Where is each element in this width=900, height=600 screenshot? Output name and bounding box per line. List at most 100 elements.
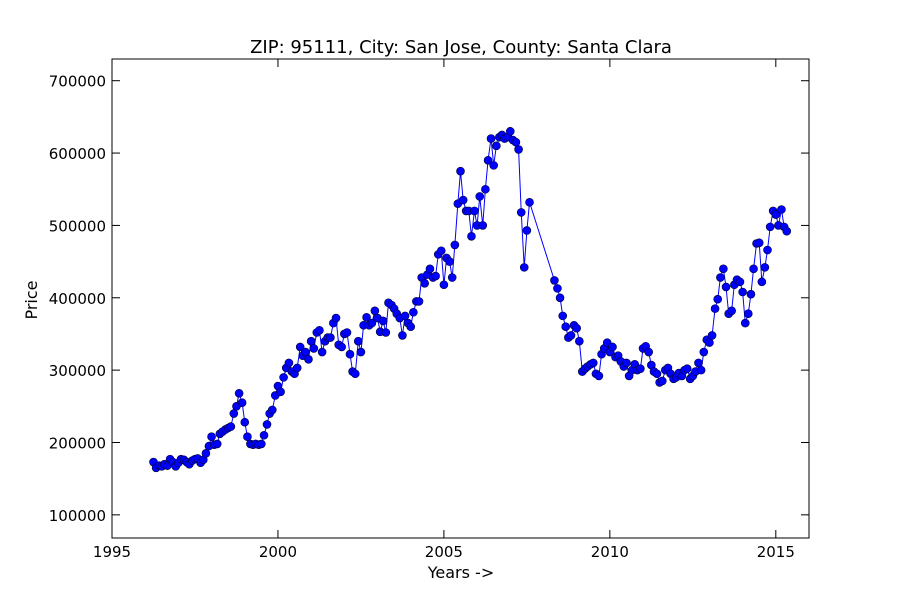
- data-point: [746, 289, 756, 299]
- data-point: [555, 293, 565, 303]
- data-point: [514, 145, 523, 154]
- data-point: [636, 364, 645, 373]
- data-point: [757, 277, 767, 287]
- data-point: [337, 342, 346, 352]
- data-point: [522, 226, 532, 235]
- data-point: [439, 280, 449, 290]
- data-point: [749, 264, 758, 274]
- data-point: [622, 358, 631, 368]
- data-point: [279, 373, 288, 382]
- data-point: [309, 344, 319, 353]
- data-point: [447, 273, 457, 282]
- data-point: [705, 338, 714, 347]
- data-point: [721, 282, 731, 292]
- data-point: [710, 304, 720, 313]
- plot-frame: [111, 58, 810, 539]
- data-point: [342, 328, 352, 337]
- data-point: [362, 313, 371, 322]
- y-axis-label: Price: [22, 280, 41, 319]
- data-point: [381, 328, 391, 337]
- data-point: [306, 336, 316, 346]
- data-point: [735, 277, 745, 287]
- data-point: [738, 287, 747, 297]
- data-point: [594, 371, 604, 381]
- data-point: [765, 222, 775, 232]
- x-tick-label: 2010: [591, 543, 629, 561]
- data-point: [425, 264, 435, 274]
- data-point: [694, 358, 703, 368]
- data-point: [201, 449, 211, 458]
- data-point: [657, 376, 667, 386]
- data-point: [696, 365, 706, 375]
- data-point: [652, 369, 662, 379]
- y-tick-label: 100000: [49, 507, 106, 525]
- data-point: [409, 307, 418, 317]
- data-point: [644, 347, 653, 357]
- data-point: [420, 279, 429, 288]
- data-point: [558, 311, 568, 321]
- data-point: [304, 354, 313, 364]
- data-point: [727, 306, 736, 316]
- data-point: [331, 313, 341, 323]
- data-point: [492, 141, 501, 151]
- data-point: [436, 246, 446, 256]
- data-point: [553, 284, 562, 293]
- data-point: [276, 387, 285, 397]
- data-point: [353, 336, 363, 346]
- data-point: [240, 417, 250, 427]
- data-point: [478, 221, 488, 230]
- y-tick-label: 300000: [49, 362, 106, 380]
- data-point: [575, 336, 584, 346]
- data-point: [284, 358, 294, 368]
- data-point: [754, 238, 764, 248]
- data-point: [475, 192, 485, 201]
- data-point: [398, 331, 407, 340]
- data-point: [763, 245, 772, 255]
- data-point: [212, 439, 222, 449]
- data-point: [771, 210, 781, 219]
- data-point: [317, 347, 327, 357]
- data-point: [367, 318, 377, 328]
- data-point: [719, 264, 728, 274]
- data-point: [226, 422, 236, 431]
- data-point: [519, 263, 529, 272]
- x-axis-label: Years ->: [427, 563, 494, 582]
- data-point: [207, 432, 216, 442]
- data-point: [456, 166, 465, 176]
- data-point: [406, 322, 416, 332]
- data-point: [505, 127, 515, 136]
- data-point: [777, 205, 786, 214]
- data-point: [525, 197, 534, 207]
- data-point: [516, 208, 526, 217]
- data-point: [431, 271, 440, 281]
- data-point: [345, 349, 355, 359]
- data-point: [400, 311, 410, 321]
- data-point: [350, 369, 360, 379]
- data-point: [707, 331, 717, 340]
- x-tick-label: 2005: [425, 543, 463, 561]
- data-point: [292, 363, 302, 373]
- data-point: [486, 134, 496, 143]
- data-point: [489, 161, 498, 170]
- data-point: [458, 195, 468, 205]
- data-point: [414, 297, 424, 306]
- data-point: [378, 316, 388, 326]
- data-point: [511, 137, 521, 147]
- data-point: [259, 430, 269, 440]
- data-point: [243, 432, 252, 442]
- data-point: [262, 420, 272, 429]
- data-point: [326, 333, 335, 342]
- y-tick-label: 700000: [49, 73, 106, 91]
- data-point: [760, 263, 770, 272]
- data-point: [740, 318, 750, 328]
- data-point: [481, 184, 490, 194]
- y-tick-label: 400000: [49, 290, 106, 308]
- y-tick-label: 200000: [49, 434, 106, 452]
- data-point: [450, 240, 460, 250]
- data-point: [716, 273, 725, 282]
- data-point: [467, 231, 476, 241]
- data-point: [237, 398, 247, 407]
- x-tick-label: 2000: [259, 543, 297, 561]
- x-tick-label: 2015: [757, 543, 795, 561]
